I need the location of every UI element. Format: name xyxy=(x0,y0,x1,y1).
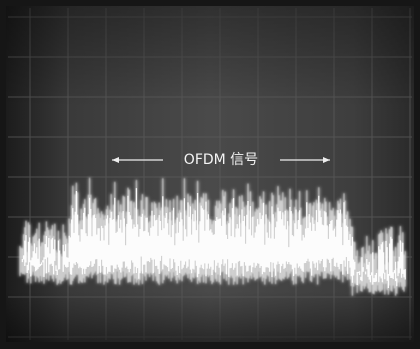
screen-shade xyxy=(6,6,414,342)
oscilloscope-screen: OFDM 信号 xyxy=(0,0,420,349)
annotation-text: OFDM 信号 xyxy=(184,152,258,168)
